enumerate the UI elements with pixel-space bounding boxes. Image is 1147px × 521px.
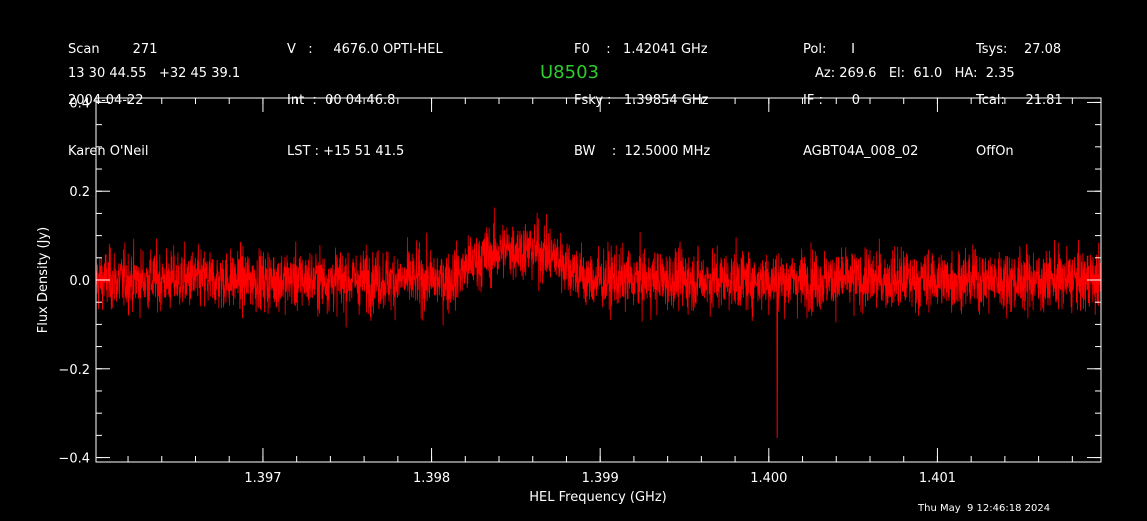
bandwidth: BW : 12.5000 MHz [574,144,711,159]
y-tick-label: 0.2 [69,185,90,200]
spectrum-trace-layer [95,207,1102,438]
ra-dec: 13 30 44.55 +32 45 39.1 [68,66,241,81]
axis-tick-labels: 0.4 0.2 0.0 −0.2 −0.4 1.397 1.398 1.399 1.400 1.4… [58,96,956,486]
y-tick-label: 0.4 [69,96,90,111]
spectrum-trace [95,207,1102,438]
obs-date: 2004-04-22 [68,93,144,108]
header-col-tsys: Tsys: 27.08 Tcal: 21.81 OffOn [976,7,1063,177]
y-axis-title: Flux Density (Jy) [36,227,51,333]
x-tick-label: 1.399 [582,471,619,486]
axis-ticks [96,98,1101,462]
y-tick-label: −0.4 [58,452,90,467]
x-tick-label: 1.398 [413,471,450,486]
rest-frequency: F0 : 1.42041 GHz [574,42,708,57]
x-tick-label: 1.397 [244,471,281,486]
sky-frequency: Fsky : 1.39854 GHz [574,93,709,108]
integration-time: Int : 00 04 46.8 [287,93,396,108]
y-tick-label: 0.0 [69,274,90,289]
x-axis-title: HEL Frequency (GHz) [529,490,666,505]
velocity: V : 4676.0 OPTI-HEL [287,42,443,57]
if-number: IF : 0 [803,93,861,108]
tcal: Tcal: 21.81 [976,93,1063,108]
x-tick-label: 1.400 [750,471,787,486]
lst: LST : +15 51 41.5 [287,144,405,159]
tsys: Tsys: 27.08 [976,42,1062,57]
header-col-frequency: F0 : 1.42041 GHz Fsky : 1.39854 GHz BW :… [574,7,710,177]
y-tick-label: −0.2 [58,363,90,378]
procedure: OffOn [976,144,1014,159]
scan-number: Scan 271 [68,42,158,57]
plot-timestamp: Thu May 9 12:46:18 2024 [918,503,1051,514]
polarization: Pol: I [803,42,855,57]
project-id: AGBT04A_008_02 [803,144,919,159]
header-col-pol: Pol: I IF : 0 AGBT04A_008_02 [803,7,918,177]
az-el-ha: Az: 269.6 El: 61.0 HA: 2.35 [815,66,1015,81]
x-tick-label: 1.401 [919,471,956,486]
header-col-velocity: V : 4676.0 OPTI-HEL Int : 00 04 46.8 LST… [287,7,443,177]
source-name: U8503 [540,62,599,83]
